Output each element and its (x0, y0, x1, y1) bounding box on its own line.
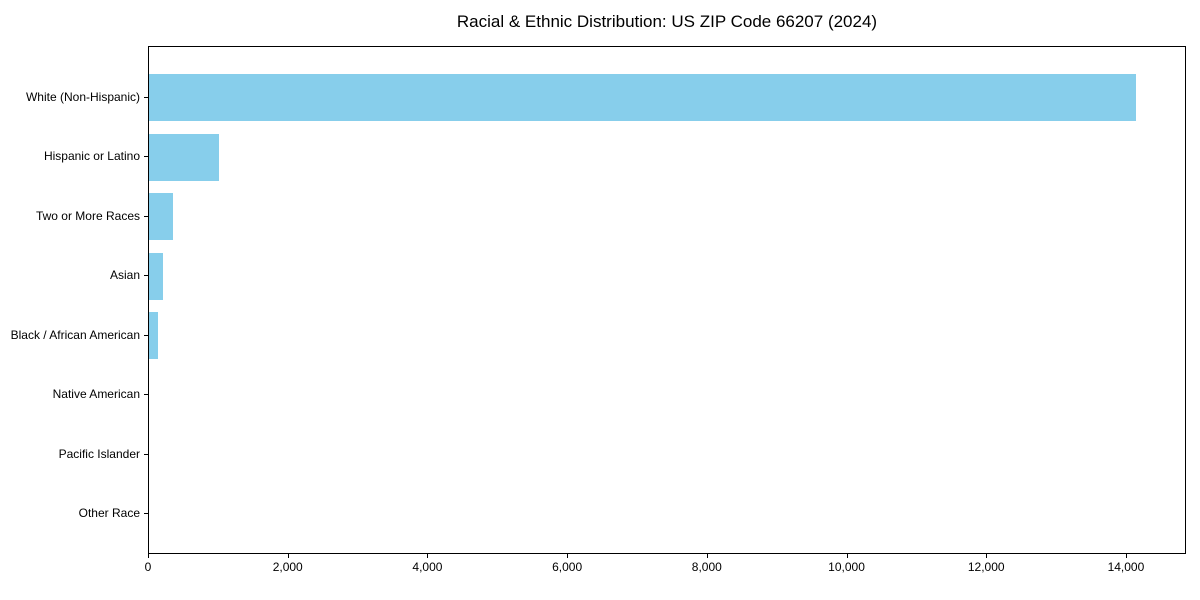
y-tick-mark (144, 394, 148, 396)
x-tick-label: 4,000 (412, 560, 443, 574)
bar (149, 312, 158, 360)
bar-rows (149, 68, 1185, 544)
plot-area (148, 46, 1186, 554)
x-tick-mark (427, 554, 429, 558)
x-tick-label: 0 (144, 560, 152, 574)
y-axis-label: Black / African American (10, 327, 140, 342)
x-tick-label: 12,000 (967, 560, 1005, 574)
y-tick-mark (144, 275, 148, 277)
bar-row (149, 187, 1185, 247)
y-axis-label: Native American (52, 387, 140, 402)
bar (149, 193, 174, 241)
bar (149, 74, 1136, 122)
bar-row (149, 306, 1185, 366)
x-tick-label: 10,000 (828, 560, 865, 574)
y-axis-label: Two or More Races (35, 208, 140, 223)
bar-row (149, 366, 1185, 426)
bar (149, 133, 219, 181)
y-tick-mark (144, 453, 148, 455)
x-tick-mark (846, 554, 848, 558)
x-tick-label: 6,000 (552, 560, 583, 574)
x-tick-mark (567, 554, 569, 558)
x-tick-mark (706, 554, 708, 558)
y-axis-label: Pacific Islander (58, 446, 140, 461)
bar-row (149, 425, 1185, 485)
y-axis-labels: White (Non-Hispanic) Hispanic or Latino Tw… (0, 46, 148, 554)
x-tick-label: 14,000 (1107, 560, 1145, 574)
y-tick-mark (144, 156, 148, 158)
x-tick-mark (287, 554, 289, 558)
x-tick-mark (1125, 554, 1127, 558)
bar-row (149, 128, 1185, 188)
y-tick-mark (144, 96, 148, 98)
y-axis-label: Hispanic or Latino (43, 149, 140, 164)
x-tick-mark (986, 554, 988, 558)
bar-row (149, 68, 1185, 128)
y-tick-mark (144, 215, 148, 217)
bar-row (149, 485, 1185, 545)
x-tick-label: 8,000 (691, 560, 722, 574)
y-axis-label: Asian (109, 268, 140, 283)
bar-row (149, 247, 1185, 307)
chart-title: Racial & Ethnic Distribution: US ZIP Cod… (456, 12, 878, 31)
x-tick-label: 2,000 (272, 560, 303, 574)
y-axis-label: White (Non-Hispanic) (25, 89, 140, 104)
y-tick-mark (144, 513, 148, 515)
y-tick-mark (144, 334, 148, 336)
x-tick-mark (148, 554, 149, 558)
y-axis-label: Other Race (78, 506, 140, 521)
bar (149, 252, 163, 300)
